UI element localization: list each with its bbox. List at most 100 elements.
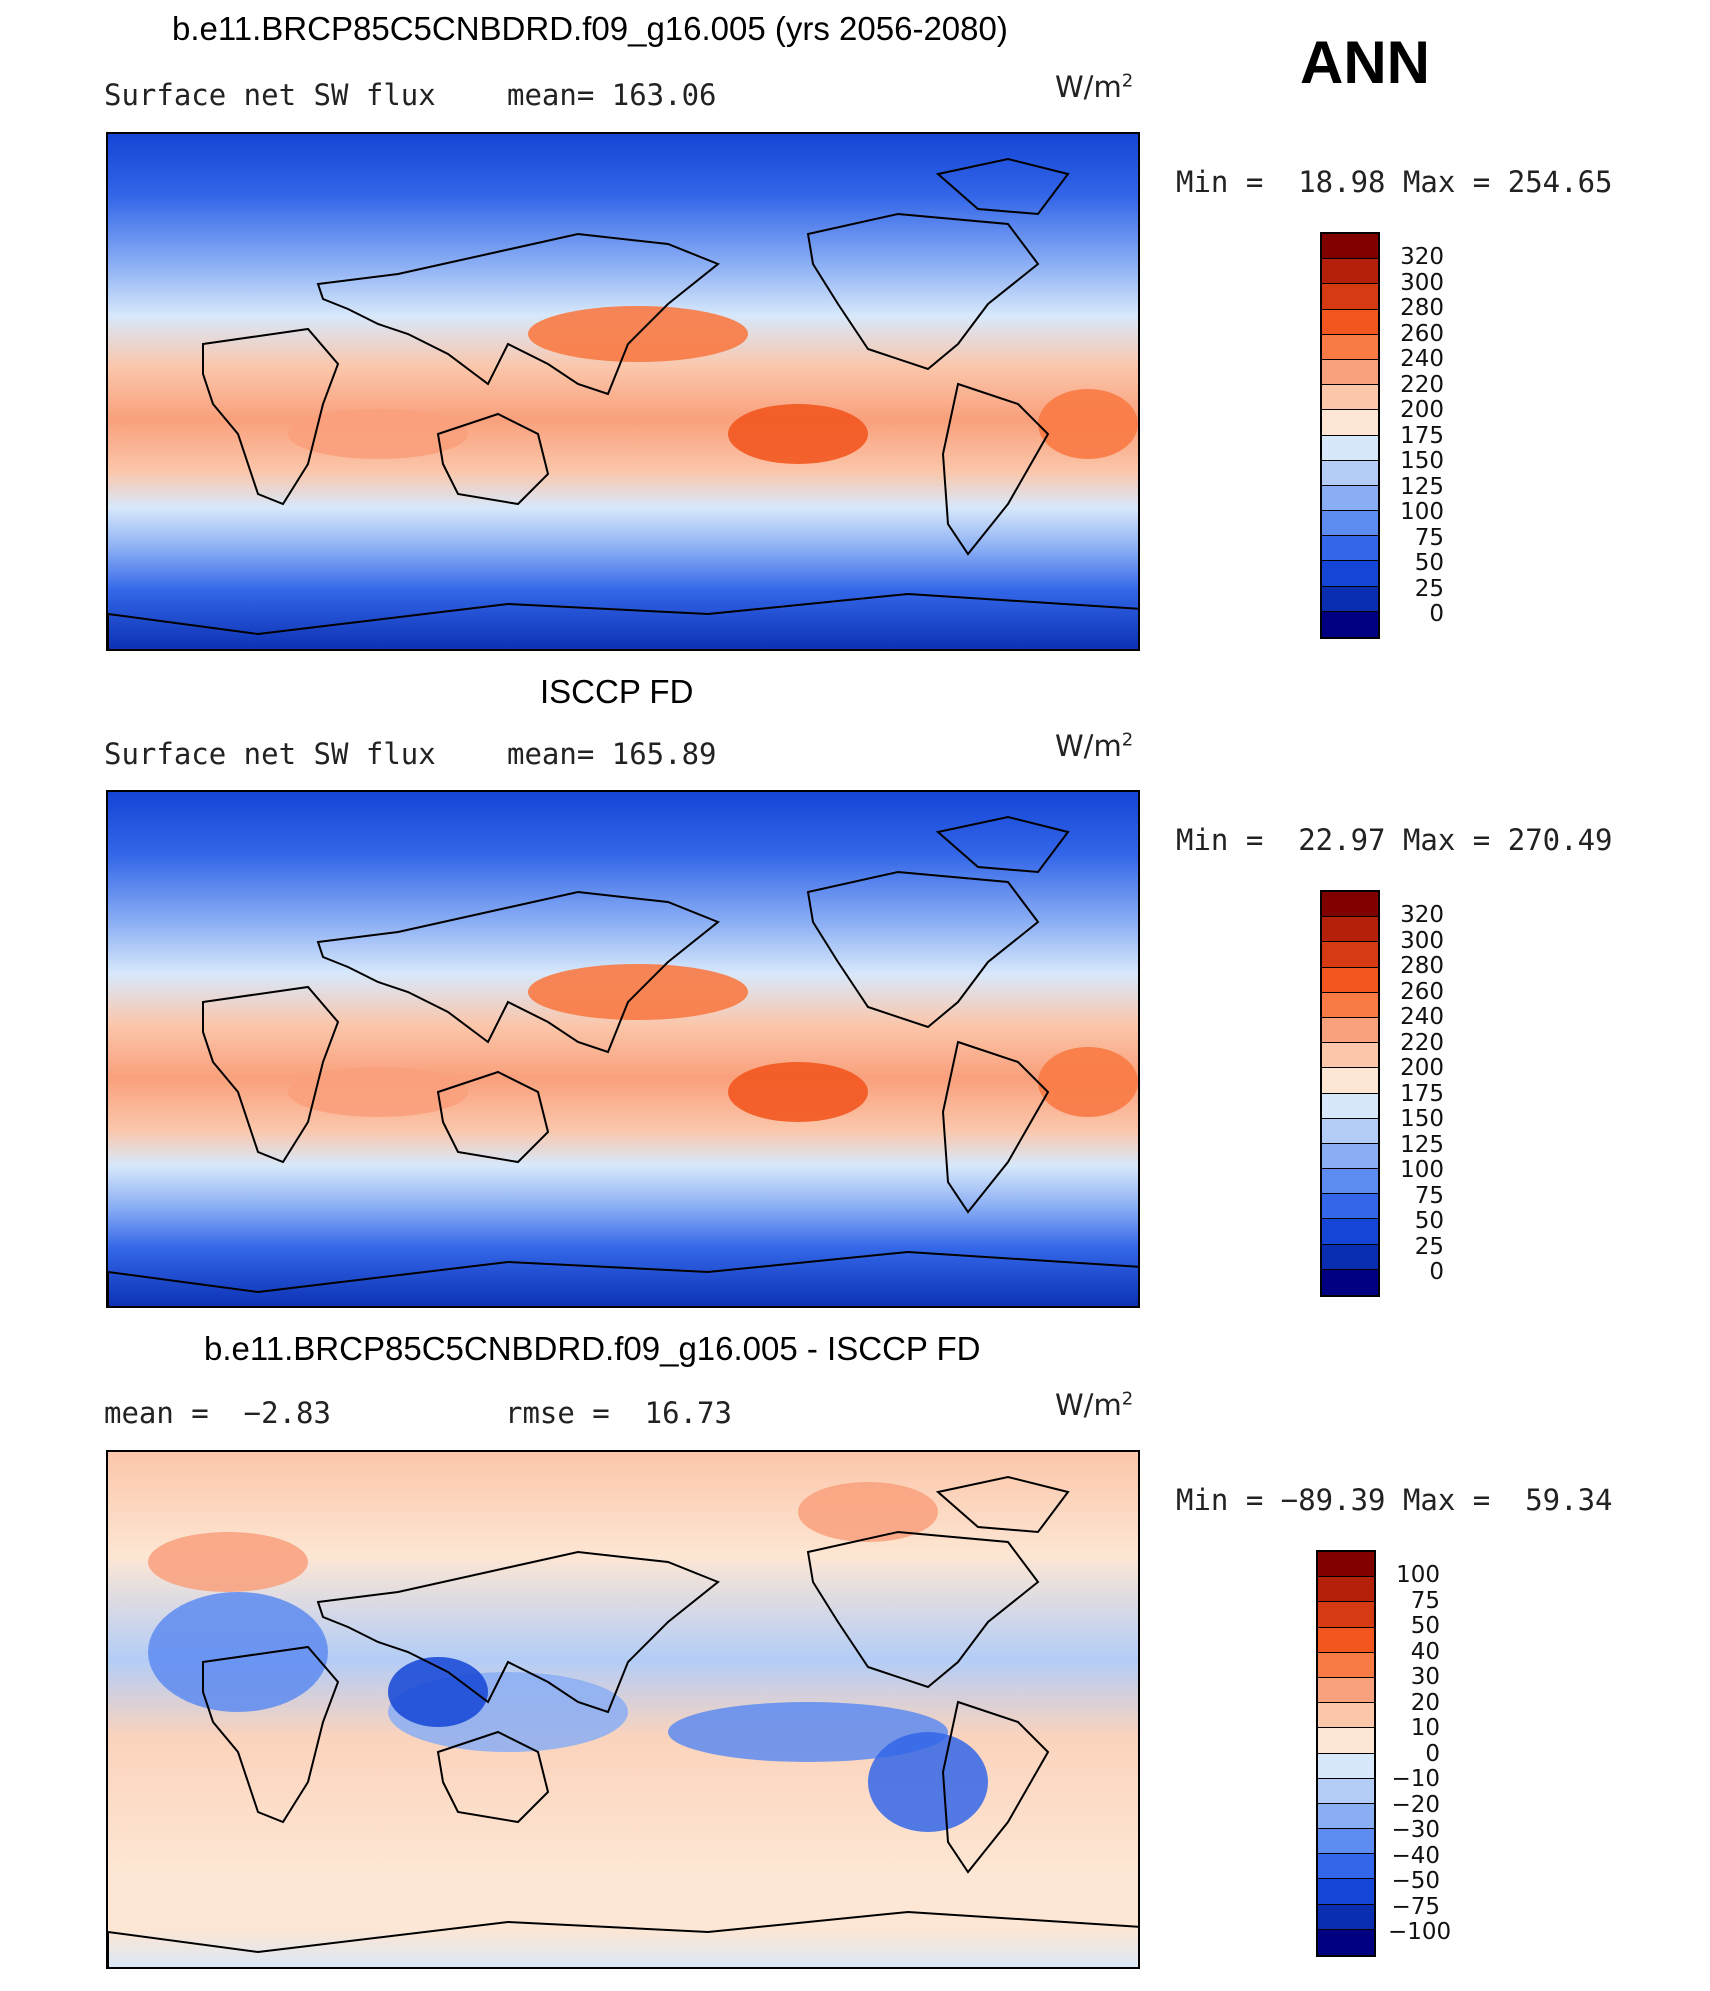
colorbar-swatch: [1322, 1118, 1378, 1144]
colorbar-swatch: [1322, 259, 1378, 285]
colorbar-tick-label: 10: [1410, 1715, 1440, 1741]
colorbar-swatch: [1322, 359, 1378, 386]
colorbar-tick-label: 280: [1400, 953, 1444, 979]
colorbar-tick-label: 220: [1400, 371, 1444, 398]
season-label: ANN: [1300, 29, 1430, 96]
panel-1-minmax: Min = 18.98 Max = 254.65: [1176, 165, 1613, 199]
colorbar-swatch: [1318, 1627, 1374, 1653]
panel-3-units: W/m2: [1055, 1388, 1134, 1422]
colorbar-tick-label: 240: [1400, 346, 1444, 372]
colorbar-tick-label: 25: [1414, 1233, 1444, 1260]
colorbar-tick-label: 175: [1400, 1080, 1444, 1107]
colorbar-tick-label: −40: [1391, 1842, 1440, 1869]
colorbar-swatch: [1322, 942, 1378, 968]
colorbar-swatch: [1318, 1829, 1374, 1855]
panel-2-variable-label: Surface net SW flux: [104, 737, 436, 771]
colorbar-tick-label: 240: [1400, 1004, 1444, 1030]
colorbar-tick-label: 280: [1400, 295, 1444, 321]
colorbar-tick-label: 260: [1400, 978, 1444, 1005]
colorbar-swatch: [1318, 1753, 1374, 1779]
colorbar-swatch: [1318, 1577, 1374, 1603]
colorbar-tick-label: 50: [1410, 1613, 1440, 1639]
colorbar-swatch: [1322, 1093, 1378, 1119]
colorbar-swatch: [1322, 992, 1378, 1018]
colorbar-tick-label: 50: [1414, 550, 1444, 576]
colorbar-tick-label: 300: [1400, 269, 1444, 296]
panel-1-variable-label: Surface net SW flux: [104, 78, 436, 112]
colorbar-swatch: [1322, 410, 1378, 436]
colorbar-tick-label: −75: [1391, 1893, 1440, 1920]
colorbar-tick-label: 75: [1414, 1182, 1444, 1209]
colorbar-swatch: [1322, 967, 1378, 993]
colorbar-swatch: [1322, 536, 1378, 562]
colorbar-swatch: [1318, 1552, 1374, 1578]
panel-3-colorbar-ticks: 100 75 50 40 30 20 10 0 −10 −20 −30 −40 −50 −75 −100: [1388, 1562, 1452, 1946]
colorbar-tick-label: 300: [1400, 927, 1444, 954]
panel-2-title: ISCCP FD: [540, 673, 694, 710]
panel-3-minmax: Min = −89.39 Max = 59.34: [1176, 1483, 1613, 1517]
colorbar-tick-label: 150: [1400, 448, 1444, 474]
colorbar-tick-label: 125: [1400, 1131, 1444, 1158]
colorbar-swatch: [1322, 234, 1378, 260]
colorbar-tick-label: 40: [1410, 1638, 1440, 1665]
colorbar-tick-label: −100: [1388, 1919, 1452, 1945]
colorbar-swatch: [1318, 1854, 1374, 1880]
colorbar-swatch: [1318, 1677, 1374, 1704]
colorbar-tick-label: 150: [1400, 1106, 1444, 1132]
colorbar-tick-label: 75: [1414, 524, 1444, 551]
colorbar-swatch: [1322, 1043, 1378, 1069]
colorbar-tick-label: 200: [1400, 1055, 1444, 1081]
panel-3-title: b.e11.BRCP85C5CNBDRD.f09_g16.005 - ISCCP…: [204, 1330, 981, 1367]
colorbar-swatch: [1322, 1269, 1378, 1295]
colorbar-tick-label: 100: [1400, 499, 1444, 525]
colorbar-tick-label: 30: [1410, 1664, 1440, 1690]
colorbar-tick-label: 50: [1414, 1208, 1444, 1234]
colorbar-swatch: [1318, 1728, 1374, 1754]
colorbar-swatch: [1322, 561, 1378, 587]
colorbar-tick-label: 0: [1429, 1259, 1444, 1285]
colorbar-tick-label: 260: [1400, 320, 1444, 347]
colorbar-swatch: [1322, 435, 1378, 461]
colorbar-swatch: [1322, 334, 1378, 360]
colorbar-swatch: [1322, 460, 1378, 486]
panel-1-units: W/m2: [1055, 70, 1134, 104]
colorbar-swatch: [1322, 611, 1378, 637]
colorbar-tick-label: −20: [1391, 1791, 1440, 1818]
panel-2-colorbar-ticks: 320 300 280 260 240 220 200 175 150 125 100 75 50 25 0: [1388, 902, 1444, 1286]
panel-3-map: [106, 1450, 1140, 1969]
colorbar-tick-label: 20: [1410, 1689, 1440, 1716]
colorbar-tick-label: 0: [1425, 1740, 1440, 1767]
colorbar-tick-label: 25: [1414, 575, 1444, 602]
panel-1-title: b.e11.BRCP85C5CNBDRD.f09_g16.005 (yrs 20…: [172, 10, 1008, 47]
colorbar-tick-label: 0: [1429, 601, 1444, 627]
colorbar-swatch: [1318, 1652, 1374, 1678]
colorbar-swatch: [1322, 1068, 1378, 1094]
colorbar-swatch: [1322, 1143, 1378, 1170]
colorbar-tick-label: 320: [1400, 902, 1444, 928]
colorbar-swatch: [1322, 892, 1378, 918]
colorbar-swatch: [1322, 1169, 1378, 1195]
colorbar-swatch: [1318, 1803, 1374, 1830]
colorbar-swatch: [1322, 917, 1378, 943]
colorbar-swatch: [1318, 1602, 1374, 1628]
colorbar-tick-label: 320: [1400, 244, 1444, 270]
colorbar-swatch: [1322, 284, 1378, 310]
colorbar-tick-label: 75: [1410, 1587, 1440, 1614]
colorbar-swatch: [1322, 1219, 1378, 1245]
panel-3-colorbar: [1316, 1550, 1376, 1957]
colorbar-swatch: [1322, 385, 1378, 411]
colorbar-tick-label: 200: [1400, 397, 1444, 423]
panel-1-map: [106, 132, 1140, 651]
colorbar-tick-label: 175: [1400, 422, 1444, 449]
colorbar-swatch: [1322, 309, 1378, 335]
colorbar-tick-label: −50: [1391, 1868, 1440, 1894]
panel-1-colorbar: [1320, 232, 1380, 639]
panel-2-mean-label: mean= 165.89: [507, 737, 717, 771]
panel-1-colorbar-ticks: 320 300 280 260 240 220 200 175 150 125 100 75 50 25 0: [1388, 244, 1444, 628]
panel-3-rmse-label: rmse = 16.73: [505, 1396, 732, 1430]
colorbar-swatch: [1322, 485, 1378, 512]
colorbar-tick-label: 125: [1400, 473, 1444, 500]
colorbar-swatch: [1322, 586, 1378, 612]
colorbar-tick-label: 220: [1400, 1029, 1444, 1056]
panel-2-units: W/m2: [1055, 729, 1134, 763]
